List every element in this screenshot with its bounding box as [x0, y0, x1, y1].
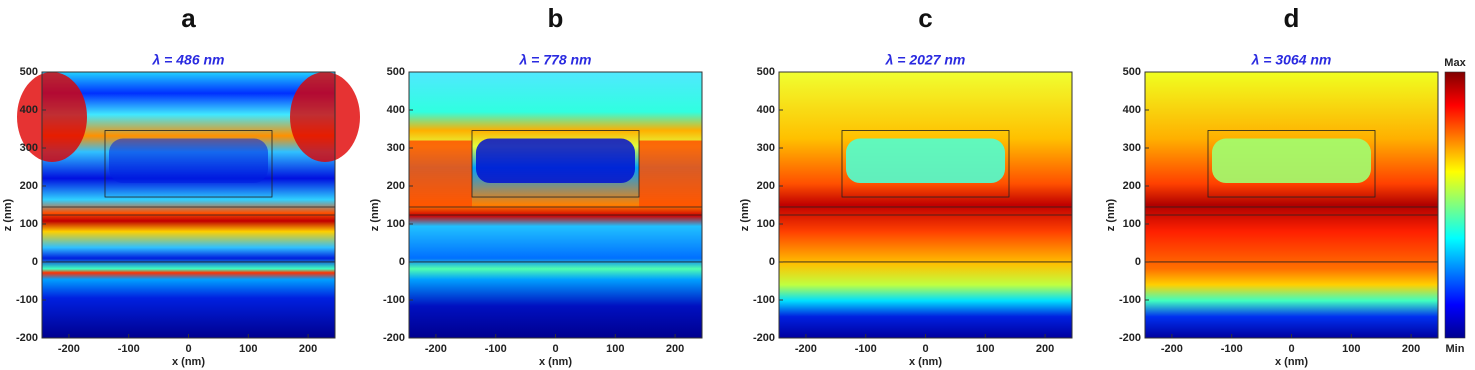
x-tick-label: 100 [239, 343, 257, 355]
y-tick-label: -100 [383, 294, 405, 306]
x-tick-label: 200 [1402, 343, 1420, 355]
field-feature [1211, 138, 1372, 184]
panel-title: c [918, 3, 932, 33]
y-tick-label: 400 [757, 104, 775, 116]
y-tick-label: -200 [383, 332, 405, 344]
panel-title: a [181, 3, 196, 33]
field-feature [108, 138, 269, 184]
field-map [1145, 72, 1438, 338]
y-tick-label: 0 [769, 256, 775, 268]
panel-subtitle: λ = 2027 nm [885, 52, 966, 68]
y-tick-label: 300 [387, 142, 405, 154]
y-tick-label: 400 [387, 104, 405, 116]
x-tick-label: -100 [1221, 343, 1243, 355]
x-tick-label: -100 [485, 343, 507, 355]
y-tick-label: -100 [16, 294, 38, 306]
x-axis-label: x (nm) [909, 356, 942, 368]
x-tick-label: -200 [1161, 343, 1183, 355]
y-tick-label: -100 [1119, 294, 1141, 306]
y-tick-label: 200 [387, 180, 405, 192]
y-tick-label: -200 [16, 332, 38, 344]
field-map [779, 72, 1072, 338]
field-feature [475, 138, 636, 184]
y-tick-label: -100 [753, 294, 775, 306]
y-axis-label: z (nm) [739, 198, 751, 231]
y-tick-label: 400 [1123, 104, 1141, 116]
field-map [42, 72, 335, 338]
colorbar-max-label: Max [1444, 57, 1466, 69]
y-tick-label: 500 [757, 66, 775, 78]
y-tick-label: 300 [20, 142, 38, 154]
panel: b λ = 778 nm -200 -100 0 100 200 -200 -100 0 100 20… [369, 3, 703, 368]
y-tick-label: 100 [387, 218, 405, 230]
y-tick-label: 200 [757, 180, 775, 192]
x-tick-label: 0 [1288, 343, 1294, 355]
y-tick-label: -200 [1119, 332, 1141, 344]
y-tick-label: 300 [757, 142, 775, 154]
y-axis-label: z (nm) [1105, 198, 1117, 231]
field-feature [17, 72, 87, 162]
x-tick-label: -200 [425, 343, 447, 355]
x-axis-label: x (nm) [172, 356, 205, 368]
panel-title: b [548, 3, 564, 33]
x-tick-label: 0 [552, 343, 558, 355]
y-tick-label: 100 [1123, 218, 1141, 230]
x-axis-label: x (nm) [1275, 356, 1308, 368]
x-tick-label: -100 [855, 343, 877, 355]
y-tick-label: 200 [20, 180, 38, 192]
panel-subtitle: λ = 778 nm [519, 52, 592, 68]
y-tick-label: 500 [387, 66, 405, 78]
x-tick-label: -200 [58, 343, 80, 355]
x-axis-label: x (nm) [539, 356, 572, 368]
x-tick-label: 200 [1036, 343, 1054, 355]
structure-outline [471, 130, 640, 198]
panel: c λ = 2027 nm -200 -100 0 100 200 -200 -100 0 100 2… [739, 3, 1073, 368]
x-tick-label: 200 [299, 343, 317, 355]
colorbar-min-label: Min [1446, 343, 1465, 355]
panel-title: d [1284, 3, 1300, 33]
structure-outline [841, 130, 1010, 198]
y-tick-label: 0 [1135, 256, 1141, 268]
y-tick-label: 400 [20, 104, 38, 116]
x-tick-label: 100 [1342, 343, 1360, 355]
x-tick-label: 200 [666, 343, 684, 355]
x-tick-label: 0 [922, 343, 928, 355]
y-tick-label: 0 [399, 256, 405, 268]
structure-outline [1207, 130, 1376, 198]
x-tick-label: 100 [606, 343, 624, 355]
x-tick-label: 0 [185, 343, 191, 355]
x-tick-label: 100 [976, 343, 994, 355]
y-axis-label: z (nm) [2, 198, 14, 231]
field-feature [639, 140, 702, 208]
field-feature [409, 140, 472, 208]
panel-subtitle: λ = 3064 nm [1251, 52, 1332, 68]
y-tick-label: 200 [1123, 180, 1141, 192]
panel: a λ = 486 nm -200 -100 0 100 200 -200 -100 0 100 20… [2, 3, 360, 368]
x-tick-label: -200 [795, 343, 817, 355]
structure-outline [104, 130, 273, 198]
y-tick-label: 500 [1123, 66, 1141, 78]
field-feature [290, 72, 360, 162]
panel: d λ = 3064 nm -200 -100 0 100 200 -200 -100 0 100 2… [1105, 3, 1467, 368]
panel-subtitle: λ = 486 nm [152, 52, 225, 68]
y-tick-label: 0 [32, 256, 38, 268]
y-tick-label: 500 [20, 66, 38, 78]
y-tick-label: 100 [757, 218, 775, 230]
y-tick-label: 100 [20, 218, 38, 230]
field-feature [845, 138, 1006, 184]
y-axis-label: z (nm) [369, 198, 381, 231]
y-tick-label: -200 [753, 332, 775, 344]
colorbar [1444, 71, 1466, 339]
y-tick-label: 300 [1123, 142, 1141, 154]
x-tick-label: -100 [118, 343, 140, 355]
